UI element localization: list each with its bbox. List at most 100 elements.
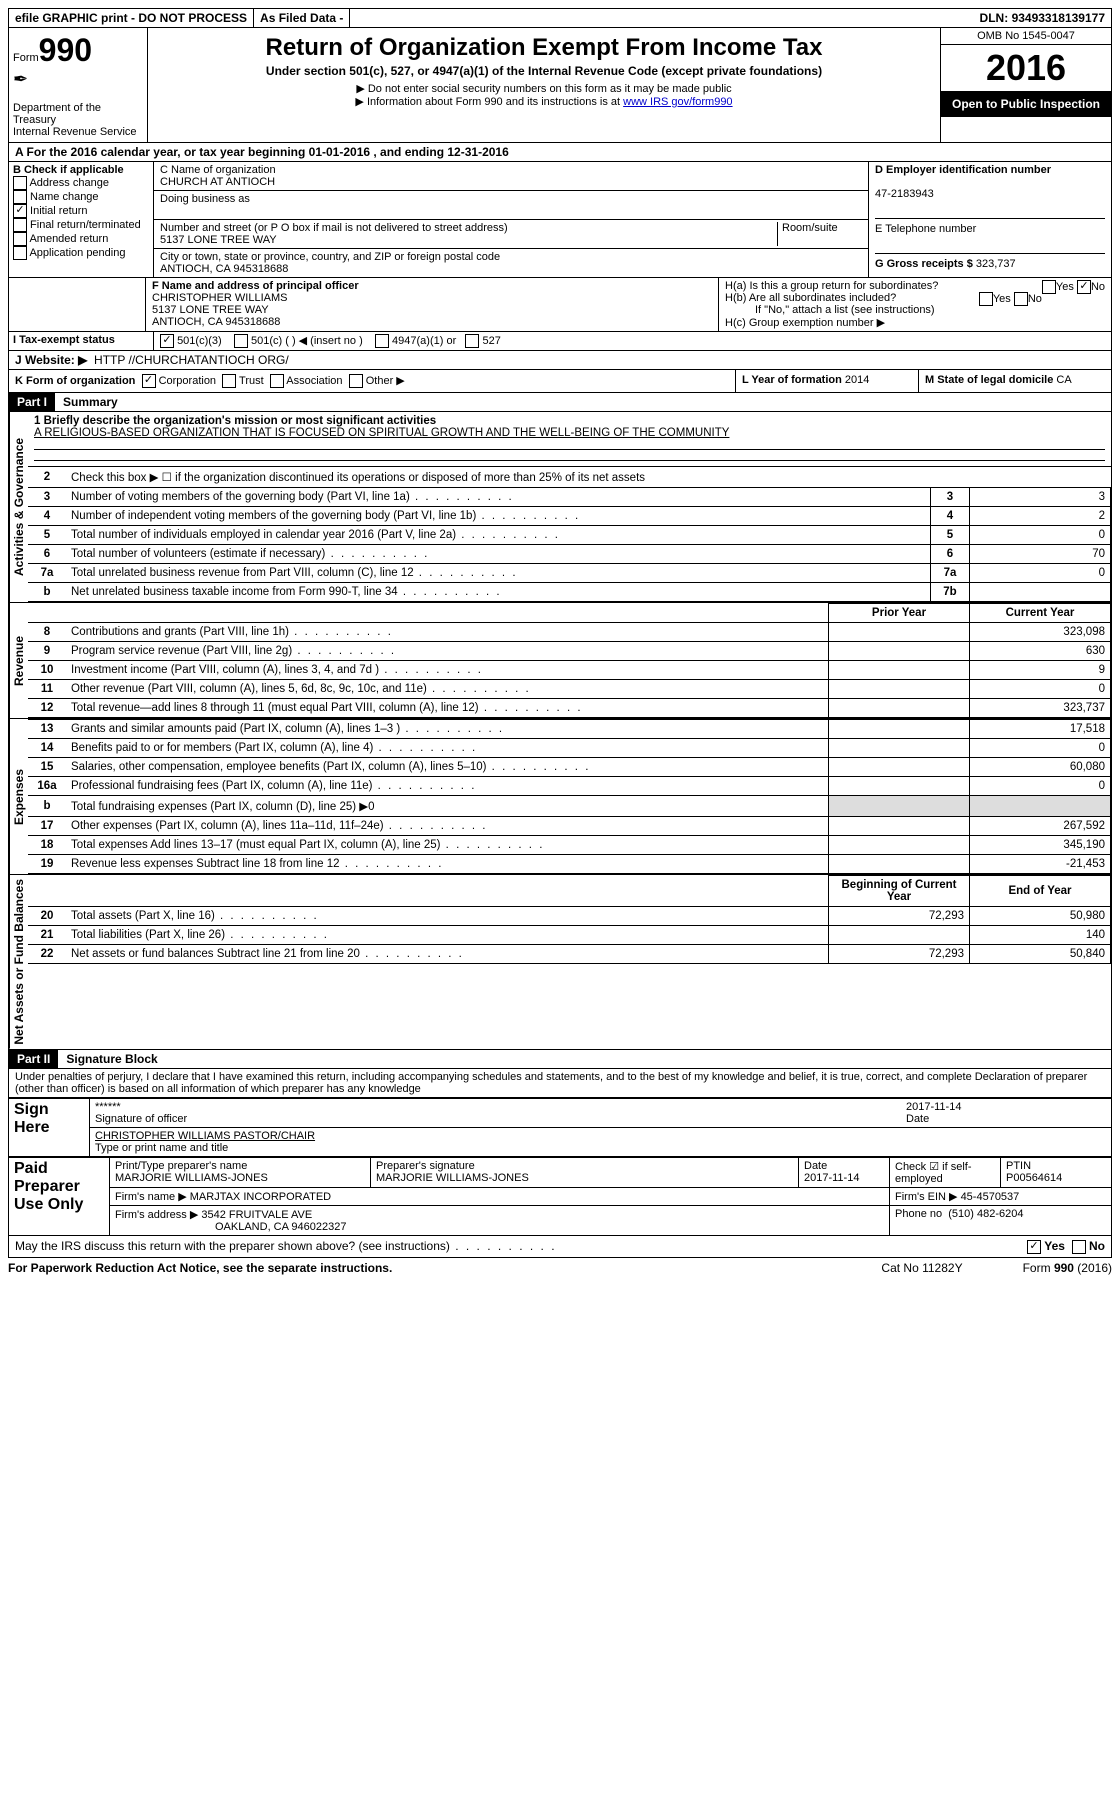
line-klm: K Form of organization ✓ Corporation Tru… xyxy=(8,370,1112,393)
gov-line-7a: 7aTotal unrelated business revenue from … xyxy=(28,564,1111,583)
checkbox-address-change[interactable]: Address change xyxy=(13,176,149,190)
form-footer: Form 990 (2016) xyxy=(1023,1261,1112,1275)
ptin: P00564614 xyxy=(1006,1172,1062,1184)
na-line-20: 20Total assets (Part X, line 16)72,29350… xyxy=(28,907,1111,926)
rev-line-8: 8Contributions and grants (Part VIII, li… xyxy=(28,623,1111,642)
exp-line-14: 14Benefits paid to or for members (Part … xyxy=(28,739,1111,758)
part-2-header: Part II Signature Block xyxy=(8,1050,1112,1069)
rev-line-10: 10Investment income (Part VIII, column (… xyxy=(28,661,1111,680)
na-section: Net Assets or Fund Balances Beginning of… xyxy=(8,875,1112,1050)
rev-line-12: 12Total revenue—add lines 8 through 11 (… xyxy=(28,699,1111,718)
addr-label: Number and street (or P O box if mail is… xyxy=(160,222,508,234)
firm-addr: 3542 FRUITVALE AVE xyxy=(201,1209,312,1221)
dba-label: Doing business as xyxy=(160,193,250,205)
phone-label: E Telephone number xyxy=(875,223,976,235)
paid-preparer-label: Paid Preparer Use Only xyxy=(9,1157,110,1235)
form-label: Form xyxy=(13,52,39,64)
checkbox-name-change[interactable]: Name change xyxy=(13,190,149,204)
gov-line-5: 5Total number of individuals employed in… xyxy=(28,526,1111,545)
gov-line-b: bNet unrelated business taxable income f… xyxy=(28,583,1111,602)
officer-sign-name: CHRISTOPHER WILLIAMS PASTOR/CHAIR xyxy=(95,1130,315,1142)
firm-name: MARJTAX INCORPORATED xyxy=(190,1191,331,1203)
form-header: Form990 ✒ Department of the Treasury Int… xyxy=(8,28,1112,143)
gov-section: Activities & Governance 1 Briefly descri… xyxy=(8,412,1112,603)
section-bcdeg: B Check if applicable Address change Nam… xyxy=(8,162,1112,278)
sig-officer-label: Signature of officer xyxy=(95,1113,187,1125)
rev-line-11: 11Other revenue (Part VIII, column (A), … xyxy=(28,680,1111,699)
exp-line-18: 18Total expenses Add lines 13–17 (must e… xyxy=(28,836,1111,855)
as-filed: As Filed Data - xyxy=(254,9,350,27)
room-label: Room/suite xyxy=(782,222,838,234)
paperwork-notice: For Paperwork Reduction Act Notice, see … xyxy=(8,1261,881,1275)
sign-here-label: Sign Here xyxy=(9,1098,90,1156)
self-employed-check: Check ☑ if self-employed xyxy=(890,1157,1001,1187)
ein-label: D Employer identification number xyxy=(875,164,1051,176)
box-h: H(a) Is this a group return for subordin… xyxy=(719,278,1111,331)
rev-table: Prior YearCurrent Year8Contributions and… xyxy=(28,603,1111,718)
na-table: Beginning of Current YearEnd of Year20To… xyxy=(28,875,1111,964)
exp-line-b: bTotal fundraising expenses (Part IX, co… xyxy=(28,796,1111,817)
checkbox-final-return-terminated[interactable]: Final return/terminated xyxy=(13,218,149,232)
dept-treasury: Department of the Treasury xyxy=(13,102,101,126)
form-title: Return of Organization Exempt From Incom… xyxy=(156,34,932,62)
mission-label: 1 Briefly describe the organization's mi… xyxy=(34,415,436,427)
rev-line-9: 9Program service revenue (Part VIII, lin… xyxy=(28,642,1111,661)
org-name: CHURCH AT ANTIOCH xyxy=(160,176,275,188)
gov-table: 2Check this box ▶ ☐ if the organization … xyxy=(28,467,1111,602)
firm-ein: 45-4570537 xyxy=(961,1191,1020,1203)
form-subtitle: Under section 501(c), 527, or 4947(a)(1)… xyxy=(156,64,932,78)
exp-side-label: Expenses xyxy=(9,719,28,874)
header-notes: ▶ Do not enter social security numbers o… xyxy=(156,82,932,108)
sign-here-block: Sign Here ****** Signature of officer 20… xyxy=(8,1098,1112,1157)
top-bar: efile GRAPHIC print - DO NOT PROCESS As … xyxy=(8,8,1112,28)
officer-addr1: 5137 LONE TREE WAY xyxy=(152,304,269,316)
org-city: ANTIOCH, CA 945318688 xyxy=(160,263,288,275)
perjury-statement: Under penalties of perjury, I declare th… xyxy=(8,1069,1112,1098)
na-side-label: Net Assets or Fund Balances xyxy=(9,875,28,1049)
exp-section: Expenses 13Grants and similar amounts pa… xyxy=(8,719,1112,875)
efile-notice: efile GRAPHIC print - DO NOT PROCESS xyxy=(9,9,254,27)
preparer-name: MARJORIE WILLIAMS-JONES xyxy=(115,1172,268,1184)
box-f: F Name and address of principal officer … xyxy=(146,278,719,331)
form-number: 990 xyxy=(39,32,92,68)
gov-side-label: Activities & Governance xyxy=(9,412,28,602)
box-c: C Name of organizationCHURCH AT ANTIOCH … xyxy=(154,162,869,277)
gov-line-3: 3Number of voting members of the governi… xyxy=(28,488,1111,507)
rev-side-label: Revenue xyxy=(9,603,28,718)
exp-line-17: 17Other expenses (Part IX, column (A), l… xyxy=(28,817,1111,836)
city-label: City or town, state or province, country… xyxy=(160,251,500,263)
exp-line-19: 19Revenue less expenses Subtract line 18… xyxy=(28,855,1111,874)
irs-link[interactable]: www IRS gov/form990 xyxy=(623,96,732,108)
ein-value: 47-2183943 xyxy=(875,188,934,200)
preparer-sig: MARJORIE WILLIAMS-JONES xyxy=(376,1172,529,1184)
preparer-date: 2017-11-14 xyxy=(804,1172,859,1184)
state-domicile: CA xyxy=(1056,374,1071,386)
firm-phone: (510) 482-6204 xyxy=(948,1208,1023,1220)
line-i: I Tax-exempt status ✓ 501(c)(3) 501(c) (… xyxy=(8,332,1112,351)
exp-table: 13Grants and similar amounts paid (Part … xyxy=(28,719,1111,874)
open-public-badge: Open to Public Inspection xyxy=(941,91,1111,117)
exp-line-16a: 16aProfessional fundraising fees (Part I… xyxy=(28,777,1111,796)
firm-addr2: OAKLAND, CA 946022327 xyxy=(115,1221,346,1233)
gov-line-6: 6Total number of volunteers (estimate if… xyxy=(28,545,1111,564)
cat-number: Cat No 11282Y xyxy=(881,1261,962,1275)
gross-label: G Gross receipts $ xyxy=(875,258,973,270)
checkbox-application-pending[interactable]: Application pending xyxy=(13,246,149,260)
org-address: 5137 LONE TREE WAY xyxy=(160,234,277,246)
na-line-21: 21Total liabilities (Part X, line 26)140 xyxy=(28,926,1111,945)
line-j: J Website: ▶ HTTP //CHURCHATANTIOCH ORG/ xyxy=(8,351,1112,370)
exp-line-15: 15Salaries, other compensation, employee… xyxy=(28,758,1111,777)
part-1-header: Part I Summary xyxy=(8,393,1112,412)
section-fh: F Name and address of principal officer … xyxy=(8,278,1112,332)
mission-text: A RELIGIOUS-BASED ORGANIZATION THAT IS F… xyxy=(34,427,729,439)
gov-line-2: 2Check this box ▶ ☐ if the organization … xyxy=(28,467,1111,488)
box-b: B Check if applicable Address change Nam… xyxy=(9,162,154,277)
rev-section: Revenue Prior YearCurrent Year8Contribut… xyxy=(8,603,1112,719)
header-mid: Return of Organization Exempt From Incom… xyxy=(147,28,941,142)
checkbox-amended-return[interactable]: Amended return xyxy=(13,232,149,246)
omb-number: OMB No 1545-0047 xyxy=(941,28,1111,45)
checkbox-initial-return[interactable]: ✓ Initial return xyxy=(13,204,149,218)
tax-year: 2016 xyxy=(941,45,1111,91)
dln: DLN: 93493318139177 xyxy=(974,9,1111,27)
box-deg: D Employer identification number 47-21839… xyxy=(869,162,1111,277)
